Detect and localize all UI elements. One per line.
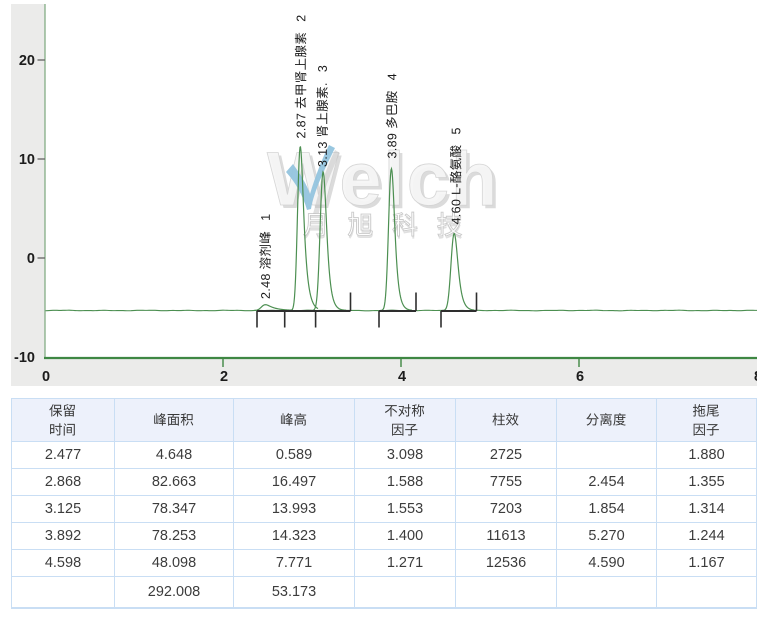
svg-text:0: 0 <box>27 251 35 267</box>
svg-text:8: 8 <box>754 369 762 385</box>
svg-text:6: 6 <box>576 369 584 385</box>
svg-text:20: 20 <box>19 53 35 69</box>
svg-text:2: 2 <box>220 369 228 385</box>
svg-text:0: 0 <box>42 369 50 385</box>
svg-text:-10: -10 <box>14 350 35 366</box>
svg-text:10: 10 <box>19 152 35 168</box>
svg-text:4: 4 <box>398 369 406 385</box>
svg-text:Welch: Welch <box>270 140 502 225</box>
